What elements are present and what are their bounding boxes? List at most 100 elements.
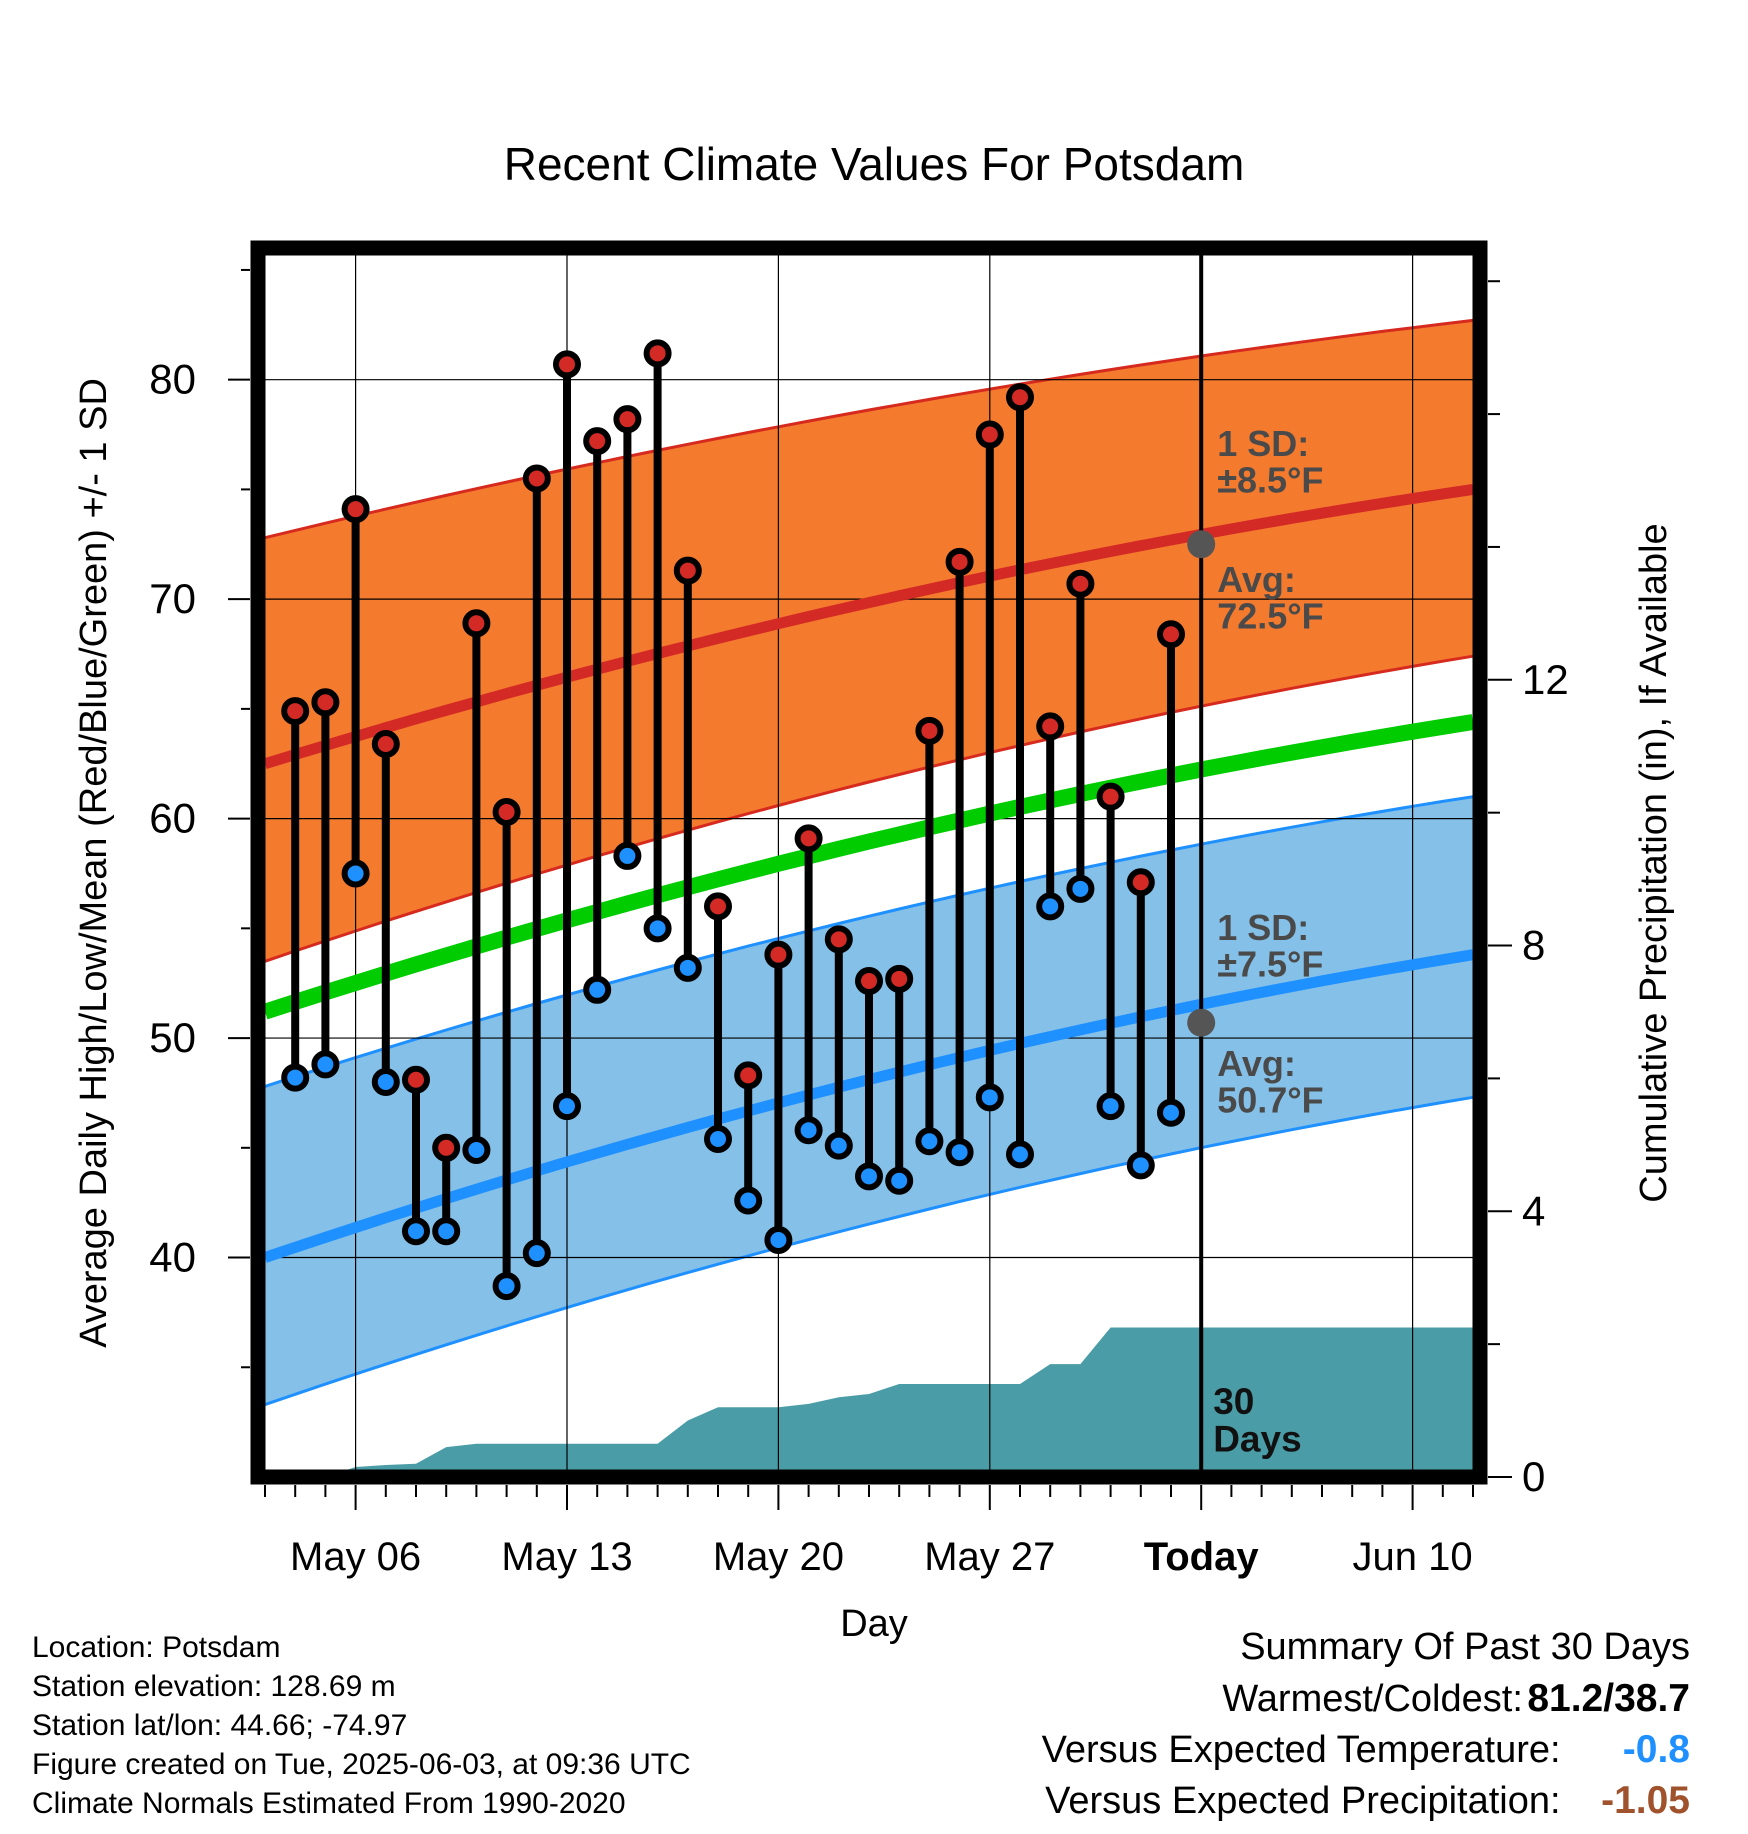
high-temp-dot (915, 716, 944, 745)
low-avg-annotation: Avg: 50.7°F (1217, 1043, 1323, 1121)
warm-cold-value: 81.2/38.7 (1527, 1677, 1690, 1720)
high-temp-dot (1096, 782, 1125, 811)
low-temp-dot (824, 1131, 853, 1160)
low-temp-dot (613, 841, 642, 870)
low-temp-dot (704, 1125, 732, 1154)
high-temp-dot (1066, 569, 1095, 598)
low-temp-dot (734, 1186, 763, 1215)
y2-axis-label: Cumulative Precipitation (in), If Availa… (1633, 523, 1675, 1202)
high-temp-dot (1006, 383, 1034, 412)
high-temp-dot (371, 729, 400, 758)
low-temp-dot (975, 1083, 1004, 1112)
high-temp-dot (975, 420, 1004, 449)
y2-tick-label: 8 (1522, 922, 1545, 969)
high-temp-dot (432, 1133, 461, 1162)
high-temp-dot (1036, 712, 1065, 741)
high-avg-annotation-line: 72.5°F (1217, 596, 1323, 637)
low-temp-dot (885, 1166, 914, 1195)
y2-tick-label: 0 (1522, 1453, 1545, 1500)
low-temp-dot (402, 1217, 430, 1246)
days-annotation-line: 30 (1213, 1381, 1254, 1422)
low-temp-dot (673, 953, 702, 982)
today-low-avg-marker (1187, 1008, 1216, 1037)
x-tick-label: May 06 (290, 1535, 421, 1579)
high-temp-dot (855, 967, 883, 996)
high-temp-dot (824, 925, 853, 954)
summary-heading: Summary Of Past 30 Days (1240, 1626, 1690, 1668)
summary-panel: Summary Of Past 30 Days Warmest/Coldest:… (1042, 1622, 1690, 1826)
high-temp-dot (311, 688, 340, 717)
station-metadata: Location: Potsdam Station elevation: 128… (32, 1628, 691, 1823)
high-temp-dot (673, 556, 702, 585)
high-temp-dot (583, 427, 612, 456)
high-temp-dot (402, 1065, 430, 1094)
normals-text: Climate Normals Estimated From 1990-2020 (32, 1787, 626, 1820)
high-avg-annotation: Avg: 72.5°F (1217, 559, 1323, 637)
high-sd-band-lower-edge (264, 654, 1474, 963)
high-temp-dot (704, 892, 732, 921)
y-tick-label: 80 (149, 356, 196, 403)
warm-cold-label: Warmest/Coldest: (1222, 1678, 1523, 1720)
plot-frame (250, 240, 1488, 1485)
low-temp-dot (583, 975, 612, 1004)
high-normal-line (263, 483, 1474, 769)
created-text: Figure created on Tue, 2025-06-03, at 09… (32, 1748, 691, 1781)
high-temp-dot (643, 339, 672, 368)
high-temp-dot (281, 697, 310, 726)
x-tick-label: Jun 10 (1353, 1535, 1473, 1579)
days-annotation: 30 Days (1213, 1381, 1301, 1460)
low-temp-dot (855, 1162, 883, 1191)
x-axis-label: Day (840, 1603, 908, 1645)
y-axis-label: Average Daily High/Low/Mean (Red/Blue/Gr… (73, 378, 115, 1348)
precip-anomaly-label: Versus Expected Precipitation: (1045, 1780, 1561, 1822)
high-temp-dot (522, 464, 551, 493)
low-temp-dot (311, 1050, 340, 1079)
daily-markers (281, 339, 1185, 1301)
location-text: Location: Potsdam (32, 1631, 281, 1664)
low-temp-dot (462, 1135, 491, 1164)
high-sd-annotation-line: ±8.5°F (1217, 460, 1323, 501)
latlon-text: Station lat/lon: 44.66; -74.97 (32, 1709, 408, 1742)
high-avg-annotation-line: Avg: (1217, 559, 1296, 600)
low-temp-dot (1006, 1140, 1034, 1169)
low-temp-dot (764, 1225, 793, 1254)
high-temp-dot (945, 547, 974, 576)
high-sd-annotation: 1 SD: ±8.5°F (1217, 423, 1323, 501)
low-temp-dot (522, 1239, 551, 1268)
low-temp-dot (281, 1063, 310, 1092)
x-tick-label: May 13 (501, 1535, 632, 1579)
high-temp-dot (1126, 868, 1155, 897)
mean-normal-line (262, 714, 1475, 1020)
low-temp-dot (1066, 874, 1095, 903)
x-tick-label: May 27 (924, 1535, 1055, 1579)
high-temp-dot (885, 964, 914, 993)
days-annotation-line: Days (1213, 1419, 1301, 1460)
x-tick-label: May 20 (713, 1535, 844, 1579)
temp-anomaly-label: Versus Expected Temperature: (1041, 1729, 1561, 1771)
y2-tick-label: 4 (1522, 1187, 1545, 1234)
high-sd-band-upper-edge (264, 318, 1474, 540)
low-temp-dot (1157, 1098, 1185, 1127)
low-temp-dot (553, 1092, 581, 1121)
low-temp-dot (915, 1127, 944, 1156)
high-temp-dot (1157, 620, 1185, 649)
temp-anomaly-value: -0.8 (1622, 1728, 1690, 1771)
low-sd-band-upper-edge (264, 795, 1474, 1088)
high-temp-dot (492, 798, 521, 827)
low-temp-dot (643, 914, 672, 943)
low-temp-dot (1126, 1151, 1155, 1180)
high-sd-annotation-line: 1 SD: (1217, 423, 1309, 464)
low-avg-annotation-line: 50.7°F (1217, 1080, 1323, 1121)
y-tick-label: 40 (149, 1234, 196, 1281)
high-temp-dot (341, 495, 370, 524)
low-sd-annotation-line: 1 SD: (1217, 907, 1309, 948)
y2-tick-label: 12 (1522, 656, 1569, 703)
low-temp-dot (432, 1217, 461, 1246)
today-high-avg-marker (1187, 530, 1216, 559)
precip-area (265, 1327, 1473, 1477)
low-temp-dot (1036, 892, 1065, 921)
low-temp-dot (794, 1116, 823, 1145)
high-temp-dot (794, 824, 823, 853)
high-temp-dot (462, 609, 491, 638)
